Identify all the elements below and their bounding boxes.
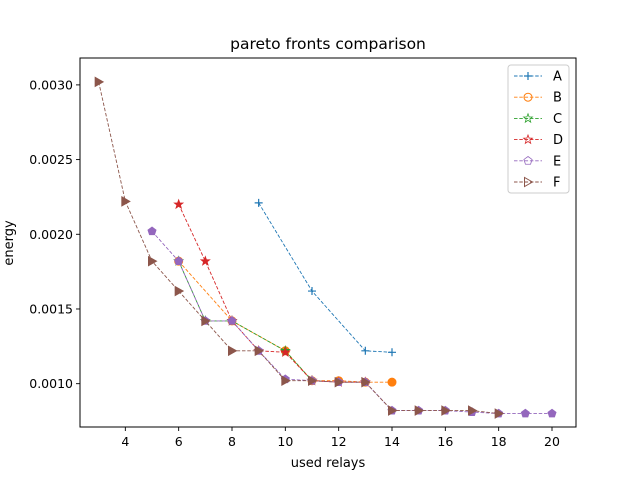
data-point-f: [121, 196, 131, 207]
data-point-f: [254, 345, 265, 357]
data-point-d: [279, 346, 291, 357]
legend-box: [507, 64, 570, 194]
data-point-f: [388, 405, 398, 416]
data-point-f: [201, 315, 211, 327]
x-axis: 4 6 8 10 12 14 16 18 20: [121, 427, 560, 449]
data-point-f: [334, 376, 345, 388]
x-tick-label: 6: [175, 434, 183, 449]
legend-item-b: B: [514, 91, 562, 106]
data-point-e: [520, 408, 530, 418]
data-point-f: [494, 408, 505, 419]
legend-item-c: C: [514, 112, 562, 127]
x-tick-label: 8: [228, 434, 236, 449]
legend-label: F: [553, 176, 560, 191]
data-point-f: [361, 376, 371, 388]
legend-marker: [523, 156, 533, 165]
data-point-e: [147, 226, 157, 236]
x-tick-label: 20: [544, 434, 560, 449]
legend-label: C: [553, 112, 562, 127]
legend-label: E: [553, 154, 561, 169]
y-axis: 0.0010 0.0015 0.0020 0.0025 0.0030: [29, 77, 80, 391]
series-line-f: [98, 81, 499, 414]
legend-marker: [524, 72, 532, 80]
data-point-f: [308, 375, 318, 387]
data-point-f: [281, 375, 291, 387]
data-point-f: [468, 405, 478, 416]
legend-marker: [523, 92, 533, 102]
series-layer: [94, 76, 557, 419]
data-point-f: [441, 405, 451, 416]
legend-item-e: E: [514, 154, 561, 169]
legend-marker: [522, 133, 534, 145]
y-tick-label: 0.0010: [29, 376, 73, 391]
y-tick-label: 0.0030: [29, 77, 73, 92]
y-tick-label: 0.0015: [29, 301, 73, 316]
data-point-f: [174, 285, 185, 297]
x-tick-label: 14: [384, 434, 400, 449]
series-line-a: [258, 202, 393, 353]
data-point-d: [199, 255, 211, 266]
chart-title: pareto fronts comparison: [230, 35, 426, 53]
data-point-f: [414, 405, 425, 416]
x-tick-label: 18: [491, 434, 507, 449]
x-axis-label: used relays: [291, 456, 366, 471]
series-a: [254, 198, 396, 357]
data-point-a: [361, 346, 370, 355]
data-point-e: [174, 256, 184, 266]
data-point-e: [547, 408, 557, 418]
legend-label: B: [553, 91, 562, 106]
x-tick-label: 12: [331, 434, 347, 449]
x-tick-label: 16: [437, 434, 453, 449]
y-tick-label: 0.0020: [29, 227, 73, 242]
legend-label: D: [553, 133, 563, 148]
data-point-b: [387, 377, 397, 387]
legend-item-d: D: [514, 133, 563, 148]
x-tick-label: 10: [277, 434, 293, 449]
data-point-e: [227, 316, 237, 325]
data-point-f: [228, 345, 238, 357]
plot-frame: [79, 57, 577, 428]
data-point-a: [388, 348, 396, 357]
legend-marker: [522, 112, 534, 124]
data-point-f: [148, 255, 158, 267]
data-point-d: [173, 198, 185, 210]
data-point-a: [308, 287, 316, 296]
series-f: [94, 76, 505, 419]
data-point-a: [254, 198, 263, 207]
y-axis-label: energy: [2, 220, 17, 266]
y-tick-label: 0.0025: [29, 152, 73, 167]
data-point-f: [94, 76, 105, 88]
legend-marker: [524, 176, 534, 188]
legend-item-f: F: [514, 176, 560, 191]
legend-label: A: [553, 70, 562, 85]
legend-item-a: A: [514, 70, 562, 85]
x-tick-label: 4: [121, 434, 129, 449]
